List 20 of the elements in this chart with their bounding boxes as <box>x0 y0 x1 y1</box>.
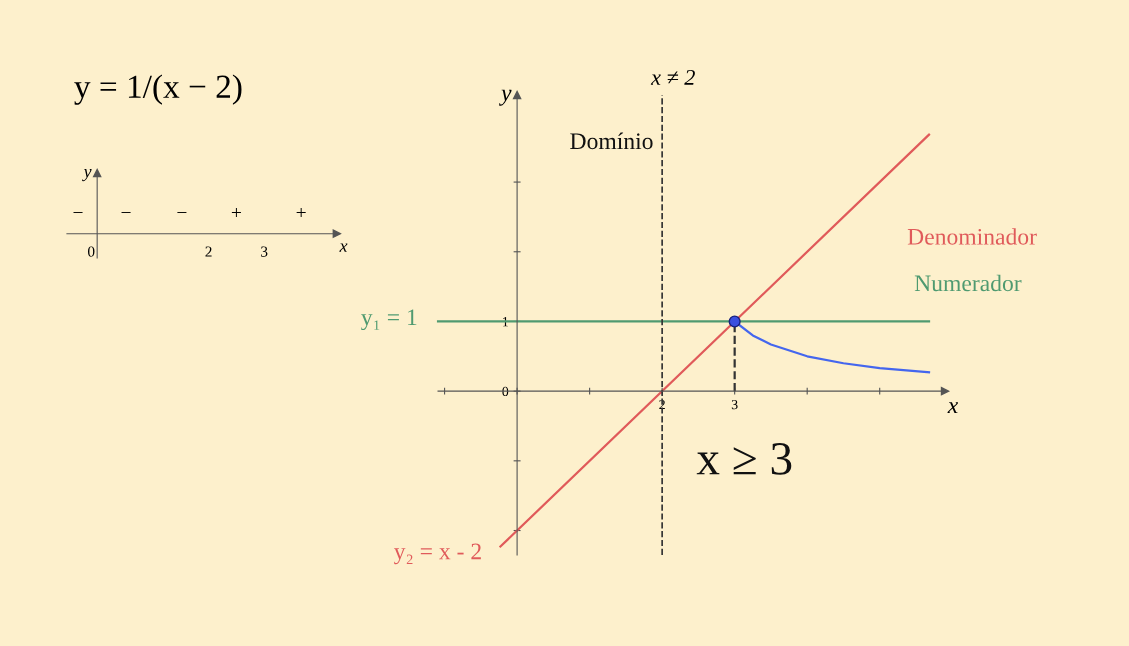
text: Denominador <box>907 228 1037 245</box>
ref-line-label: x ≠ 2 <box>650 69 695 85</box>
text: 3 <box>261 246 268 257</box>
text: y = 1/(x − 2) <box>74 74 242 105</box>
text: 2 <box>205 246 212 257</box>
x-axis-title: x <box>947 402 959 414</box>
text: + <box>231 208 241 218</box>
y-axis-title: y <box>499 89 512 106</box>
text: + <box>296 208 306 218</box>
annotation: Domínio <box>570 132 653 150</box>
annotation: y₂ = x - 2 <box>394 543 481 565</box>
text: x <box>339 243 348 252</box>
text: 0 <box>88 246 95 257</box>
text: − <box>73 212 83 214</box>
text: y <box>82 169 92 182</box>
text: y₁ = 1 <box>361 309 417 331</box>
series-label: Numerador <box>914 274 1022 292</box>
text: − <box>177 212 187 214</box>
text: − <box>121 212 131 214</box>
annotation: x ≥ 3 <box>696 443 792 475</box>
